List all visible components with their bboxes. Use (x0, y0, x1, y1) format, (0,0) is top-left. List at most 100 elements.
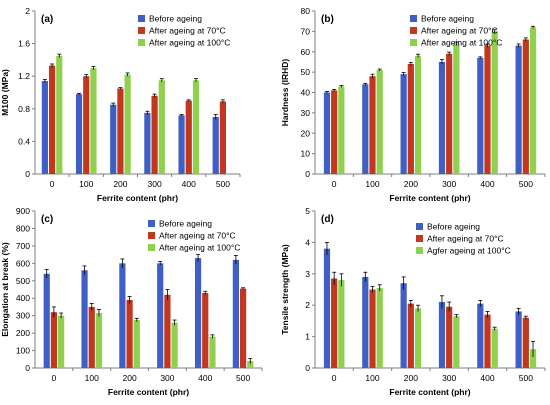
bar-after-ageing-at-70-c-100 (369, 76, 376, 174)
y-axis-title: Tensile strength (MPa) (280, 244, 290, 335)
y-tick-label: 100 (16, 346, 30, 356)
legend-label: After ageing at 100°C (159, 243, 240, 253)
legend-swatch (148, 244, 155, 251)
bar-before-ageing-500 (515, 311, 522, 368)
bar-after-ageing-at-70-c-400 (484, 45, 491, 175)
bar-after-ageing-at-100-c-200 (133, 320, 140, 368)
bar-before-ageing-100 (75, 94, 83, 174)
bar-before-ageing-500 (232, 259, 239, 368)
y-axis-title: Elongation at break (%) (0, 242, 10, 337)
bar-after-ageing-at-70-c-100 (83, 76, 90, 174)
bar-after-ageing-at-100-c-400 (192, 80, 200, 174)
bar-before-ageing-200 (400, 283, 407, 368)
x-tick-label: 400 (182, 179, 196, 189)
x-tick-label: 400 (480, 373, 494, 383)
bar-after-ageing-at-70-c-0 (50, 312, 58, 368)
bar-before-ageing-200 (400, 74, 407, 174)
bar-after-ageing-at-70-c-200 (407, 63, 414, 174)
legend-label: After ageing at 70°C (159, 231, 236, 241)
legend-swatch (148, 220, 155, 227)
y-tick-label: 5 (305, 206, 310, 216)
legend-label: After ageing at 100°C (421, 38, 502, 48)
legend-label: Before ageing (149, 14, 202, 24)
bar-agfer-ageing-at-100-c-400 (491, 328, 498, 368)
bar-before-ageing-200 (110, 104, 117, 174)
bar-before-ageing-400 (477, 57, 484, 174)
bar-after-ageing-at-70-c-500 (239, 288, 247, 368)
x-tick-label: 300 (442, 179, 456, 189)
y-tick-label: 500 (16, 276, 30, 286)
y-tick-label: 40 (301, 88, 311, 98)
x-tick-label: 300 (147, 179, 161, 189)
bar-after-ageing-at-70-c-0 (331, 90, 338, 174)
y-tick-label: 300 (16, 311, 30, 321)
y-tick-label: 3 (305, 269, 310, 279)
bar-before-ageing-500 (212, 116, 219, 174)
bar-after-ageing-at-70-c-300 (164, 294, 171, 368)
bar-before-ageing-100 (362, 84, 369, 174)
bar-after-ageing-at-70-c-100 (369, 289, 376, 368)
x-tick-label: 500 (216, 179, 230, 189)
bar-agfer-ageing-at-100-c-100 (376, 287, 383, 368)
bar-after-ageing-at-100-c-300 (158, 80, 165, 174)
x-tick-label: 300 (442, 373, 456, 383)
x-tick-label: 200 (404, 179, 418, 189)
legend-label: Before ageing (159, 219, 212, 229)
x-tick-label: 200 (113, 179, 127, 189)
x-tick-label: 200 (122, 373, 136, 383)
legend-swatch (138, 39, 145, 46)
x-axis-title: Ferrite content (phr) (389, 193, 470, 203)
bar-agfer-ageing-at-100-c-300 (453, 316, 460, 368)
chart-panel-b: 0 10 20 30 40 50 60 70 80 0 100 200 300 400 500 Before … (280, 6, 546, 203)
legend-label: After ageing at 70°C (427, 234, 504, 244)
y-axis-title: Hardness (IRHD) (280, 59, 290, 127)
bar-after-ageing-at-100-c-500 (529, 27, 537, 174)
y-axis-title: M100 (MPa) (0, 69, 10, 116)
bar-before-ageing-300 (144, 112, 151, 174)
legend-swatch (148, 232, 155, 239)
y-tick-label: 0 (305, 169, 310, 179)
bar-after-ageing-at-70-c-500 (522, 39, 529, 175)
y-tick-label: 1 (305, 332, 310, 342)
legend-swatch (138, 27, 145, 34)
bar-before-ageing-100 (81, 270, 88, 368)
bar-after-ageing-at-100-c-0 (58, 315, 65, 368)
bar-after-ageing-at-70-c-200 (126, 299, 133, 368)
y-tick-label: 0.8 (18, 104, 30, 114)
x-tick-label: 100 (365, 373, 379, 383)
bar-before-ageing-200 (119, 263, 126, 368)
bar-after-ageing-at-100-c-0 (56, 55, 63, 175)
x-tick-label: 0 (52, 373, 57, 383)
x-tick-label: 500 (519, 179, 533, 189)
y-tick-label: 80 (301, 6, 311, 16)
x-tick-label: 300 (160, 373, 174, 383)
x-axis-title: Ferrite content (phr) (389, 387, 470, 397)
y-tick-label: 0 (25, 363, 30, 373)
bar-after-ageing-at-100-c-100 (90, 68, 97, 174)
bar-after-ageing-at-70-c-500 (219, 101, 227, 174)
legend-label: Agfer ageing at 100°C (427, 246, 511, 256)
x-tick-label: 100 (365, 179, 379, 189)
chart-panel-a: 0 0.4 0.8 1.2 1.6 2 0 100 200 300 400 500 Before age… (0, 6, 241, 203)
bar-before-ageing-400 (178, 115, 185, 174)
y-tick-label: 70 (301, 26, 311, 36)
bar-after-ageing-at-100-c-400 (209, 336, 216, 368)
bar-after-ageing-at-70-c-400 (484, 314, 491, 368)
bar-before-ageing-500 (515, 45, 522, 175)
legend-label: Before ageing (427, 222, 480, 232)
bar-after-ageing-at-70-c-300 (151, 95, 158, 174)
bar-after-ageing-at-70-c-0 (331, 278, 338, 368)
legend-swatch (416, 235, 423, 242)
y-tick-label: 2 (305, 300, 310, 310)
legend-label: After ageing at 100°C (149, 38, 230, 48)
x-tick-label: 100 (79, 179, 93, 189)
bar-after-ageing-at-70-c-400 (202, 292, 209, 368)
bar-agfer-ageing-at-100-c-200 (414, 308, 422, 368)
legend-swatch (410, 39, 417, 46)
y-tick-label: 4 (305, 237, 310, 247)
bar-after-ageing-at-70-c-500 (522, 317, 529, 368)
y-tick-label: 20 (301, 128, 311, 138)
x-tick-label: 0 (332, 179, 337, 189)
panel-label: (d) (321, 214, 334, 225)
bar-agfer-ageing-at-100-c-500 (529, 349, 537, 368)
